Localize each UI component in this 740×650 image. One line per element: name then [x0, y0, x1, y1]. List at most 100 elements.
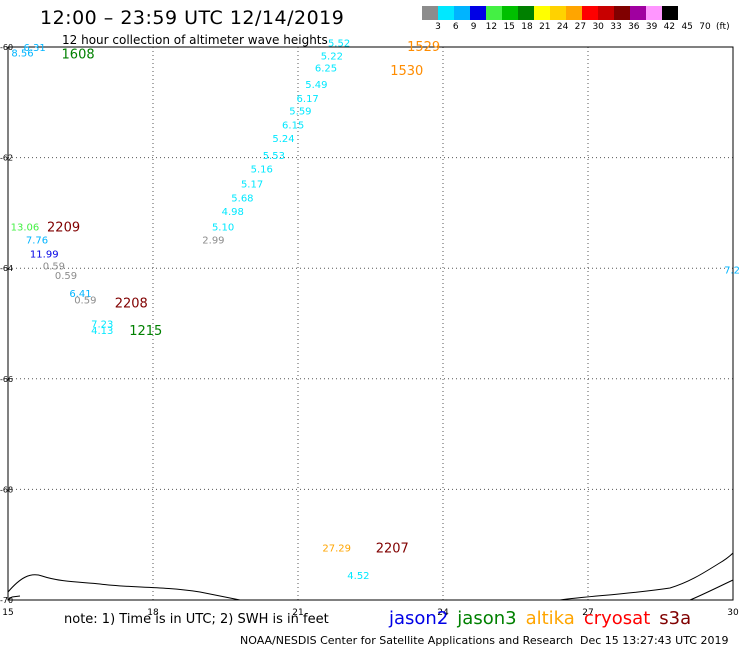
- legend-label: 36: [628, 22, 640, 32]
- x-tick-label: 30: [727, 608, 739, 618]
- legend-label: 30: [592, 22, 604, 32]
- legend-swatch: [662, 6, 678, 20]
- legend-label: 70: [699, 22, 711, 32]
- legend-label: 3: [435, 22, 441, 32]
- wave-height-point: 4.52: [347, 571, 369, 582]
- legend-swatch: [630, 6, 646, 20]
- wave-height-point: 5.10: [212, 223, 234, 234]
- legend-swatch: [518, 6, 534, 20]
- wave-height-point: 7.2: [724, 265, 740, 276]
- pass-time-label: 1215: [129, 324, 162, 339]
- coastline: [689, 579, 734, 601]
- wave-height-point: 0.59: [74, 296, 96, 307]
- pass-labels-layer: 1608 1529 1530 2209 2208 1215 2207: [47, 40, 440, 557]
- legend-label: 6: [452, 22, 459, 32]
- wave-height-point: 5.24: [272, 134, 294, 145]
- legend-label: 27: [574, 22, 587, 32]
- wave-height-point: 5.68: [231, 193, 253, 204]
- y-tick-label: -66: [0, 375, 13, 384]
- x-tick-label: 24: [437, 608, 449, 618]
- coastline: [559, 552, 734, 601]
- pass-time-label: 1608: [62, 48, 95, 63]
- wave-height-point: 8.56: [11, 49, 33, 60]
- wave-height-point: 7.76: [26, 235, 48, 246]
- wave-height-point: 5.53: [263, 151, 285, 162]
- satellite-name: jason2: [389, 608, 449, 629]
- legend-label: 12: [485, 22, 498, 32]
- chart-subtitle: 12 hour collection of altimeter wave hei…: [62, 33, 328, 47]
- credit-text: NOAA/NESDIS Center for Satellite Applica…: [240, 634, 574, 647]
- color-scale-legend: [422, 6, 678, 20]
- legend-label: 39: [645, 22, 658, 32]
- wave-height-point: 5.59: [289, 107, 311, 118]
- legend-swatch: [454, 6, 470, 20]
- legend-label: 45: [681, 22, 693, 32]
- legend-swatch: [438, 6, 454, 20]
- plot-border: [7, 46, 734, 601]
- legend-swatch: [534, 6, 550, 20]
- wave-height-point: 6.41: [69, 289, 91, 300]
- x-tick-label: 27: [582, 608, 593, 618]
- wave-height-point: 2.99: [202, 235, 224, 246]
- wave-height-point: 0.59: [55, 271, 77, 282]
- y-tick-label: -70: [0, 596, 13, 605]
- satellite-name: s3a: [659, 608, 692, 629]
- pass-time-label: 2207: [376, 541, 409, 556]
- y-tick-label: -62: [0, 154, 13, 163]
- coastline: [7, 595, 21, 601]
- legend-label: 24: [556, 22, 569, 32]
- plot-frame: [7, 46, 734, 601]
- wave-height-point: 6.25: [315, 63, 337, 74]
- legend-label: 18: [521, 22, 533, 32]
- wave-height-point: 4.98: [222, 207, 244, 218]
- wave-height-point: 4.13: [91, 326, 113, 337]
- pass-time-label: 2209: [47, 221, 80, 236]
- y-tick-label: -68: [0, 485, 13, 494]
- wave-height-point: 7.23: [91, 320, 113, 331]
- wave-height-point: 6.15: [282, 120, 304, 131]
- satellite-name: cryosat: [583, 608, 651, 629]
- pass-time-label: 2208: [115, 296, 148, 311]
- legend-swatch: [614, 6, 630, 20]
- footer-note: note: 1) Time is in UTC; 2) SWH is in fe…: [64, 612, 329, 627]
- legend-swatch: [582, 6, 598, 20]
- wave-height-point: 11.99: [30, 249, 59, 260]
- wave-height-point: 5.16: [251, 165, 273, 176]
- wave-height-point: 6.31: [23, 43, 45, 54]
- coastline-layer: [7, 552, 734, 601]
- legend-swatch: [486, 6, 502, 20]
- timestamp: Dec 15 13:27:43 UTC 2019: [580, 634, 729, 647]
- wave-height-point: 5.52: [328, 39, 350, 50]
- chart-title: 12:00 – 23:59 UTC 12/14/2019: [40, 7, 345, 29]
- legend-swatch: [502, 6, 518, 20]
- wave-height-point: 6.17: [297, 94, 319, 105]
- wave-height-point: 5.22: [321, 51, 343, 62]
- satellite-name: altika: [525, 608, 575, 629]
- wave-height-point: 0.59: [43, 261, 65, 272]
- legend-swatch: [646, 6, 662, 20]
- satellite-legend: jason2 jason3 altika cryosat s3a: [389, 608, 700, 629]
- legend-swatch: [422, 6, 438, 20]
- legend-swatch: [566, 6, 582, 20]
- satellite-name: jason3: [457, 608, 517, 629]
- legend-label: (ft): [716, 22, 730, 32]
- wave-height-point: 5.17: [241, 180, 263, 191]
- color-scale-labels: 3 6 9 12 15 18 21 24 27 30 33 36 39 42 45 70 (ft): [422, 22, 740, 34]
- coastline: [7, 574, 241, 601]
- data-points-layer: 6.318.56 5.525.226.25 5.49 6.17 5.59 6.15 5.24…: [11, 39, 740, 583]
- legend-label: 21: [539, 22, 551, 32]
- y-tick-label: -64: [0, 264, 13, 273]
- legend-label: 9: [470, 22, 477, 32]
- legend-label: 42: [663, 22, 676, 32]
- legend-swatch: [550, 6, 566, 20]
- wave-height-point: 5.49: [305, 80, 327, 91]
- legend-label: 33: [610, 22, 622, 32]
- grid-layer: [8, 47, 733, 600]
- x-tick-label: 21: [292, 608, 303, 618]
- legend-swatch: [470, 6, 486, 20]
- x-tick-label: 18: [147, 608, 159, 618]
- wave-height-point: 13.06: [11, 223, 40, 234]
- axis-tick-labels: 15 18 21 24 27 30 -60 -62 -64 -66 -68 -70: [0, 43, 739, 618]
- legend-label: 15: [503, 22, 515, 32]
